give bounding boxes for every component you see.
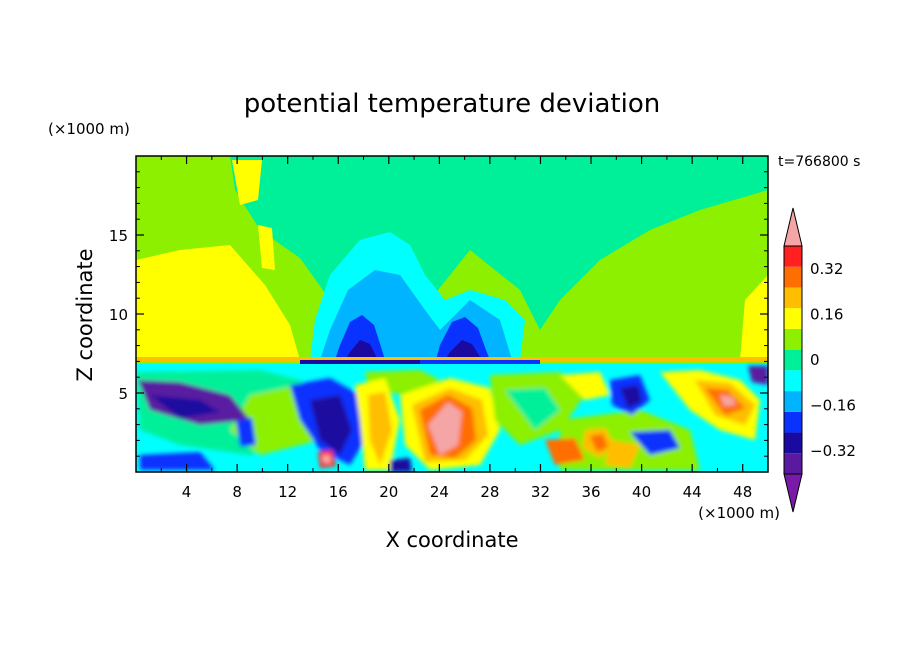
y-axis-unit: (×1000 m) (48, 120, 130, 138)
colorbar-tick-label: 0 (810, 351, 820, 369)
colorbar-box (784, 349, 802, 371)
y-tick-label: 5 (118, 385, 128, 403)
colorbar-box (784, 391, 802, 412)
colorbar-box (784, 328, 802, 350)
colorbar-tick-label: 0.16 (810, 305, 843, 323)
x-tick-label: 32 (531, 483, 550, 501)
chart-title: potential temperature deviation (244, 89, 660, 119)
x-tick-label: 24 (430, 483, 449, 501)
colorbar-tick-label: −0.16 (810, 397, 856, 415)
x-tick-label: 12 (278, 483, 297, 501)
colorbar-tick-label: 0.32 (810, 260, 843, 278)
x-tick-label: 4 (182, 483, 192, 501)
colorbar-frame (783, 245, 803, 475)
x-tick-label: 36 (581, 483, 600, 501)
colorbar-lower-arrow (783, 473, 803, 513)
colorbar-tick-label: −0.32 (810, 442, 856, 460)
colorbar-upper-arrow (783, 207, 803, 247)
contour-field (136, 156, 768, 472)
colorbar-box (784, 453, 802, 474)
x-axis-ticks: 4 8 12 16 20 24 28 32 36 40 44 48 (160, 156, 752, 501)
x-axis-unit: (×1000 m) (698, 504, 780, 522)
x-tick-label: 8 (232, 483, 242, 501)
x-tick-label: 44 (683, 483, 702, 501)
x-tick-label: 28 (480, 483, 499, 501)
x-tick-label: 16 (329, 483, 348, 501)
y-axis-label: Z coordinate (73, 248, 97, 381)
y-axis-ticks: 5 10 15 (109, 171, 768, 457)
x-tick-label: 40 (632, 483, 651, 501)
colorbar-box (784, 308, 802, 329)
y-tick-label: 10 (109, 306, 128, 324)
x-tick-label: 48 (733, 483, 752, 501)
colorbar-box (784, 246, 802, 267)
x-tick-label: 20 (379, 483, 398, 501)
colorbar-box (784, 287, 802, 309)
colorbar-box (784, 432, 802, 454)
colorbar-box (784, 370, 802, 392)
x-axis-label: X coordinate (385, 528, 518, 552)
colorbar: 0.32 0.16 0 −0.16 −0.32 (783, 207, 856, 513)
y-tick-label: 15 (109, 227, 128, 245)
colorbar-box (784, 266, 802, 288)
colorbar-box (784, 411, 802, 433)
time-label: t=766800 s (778, 154, 860, 170)
